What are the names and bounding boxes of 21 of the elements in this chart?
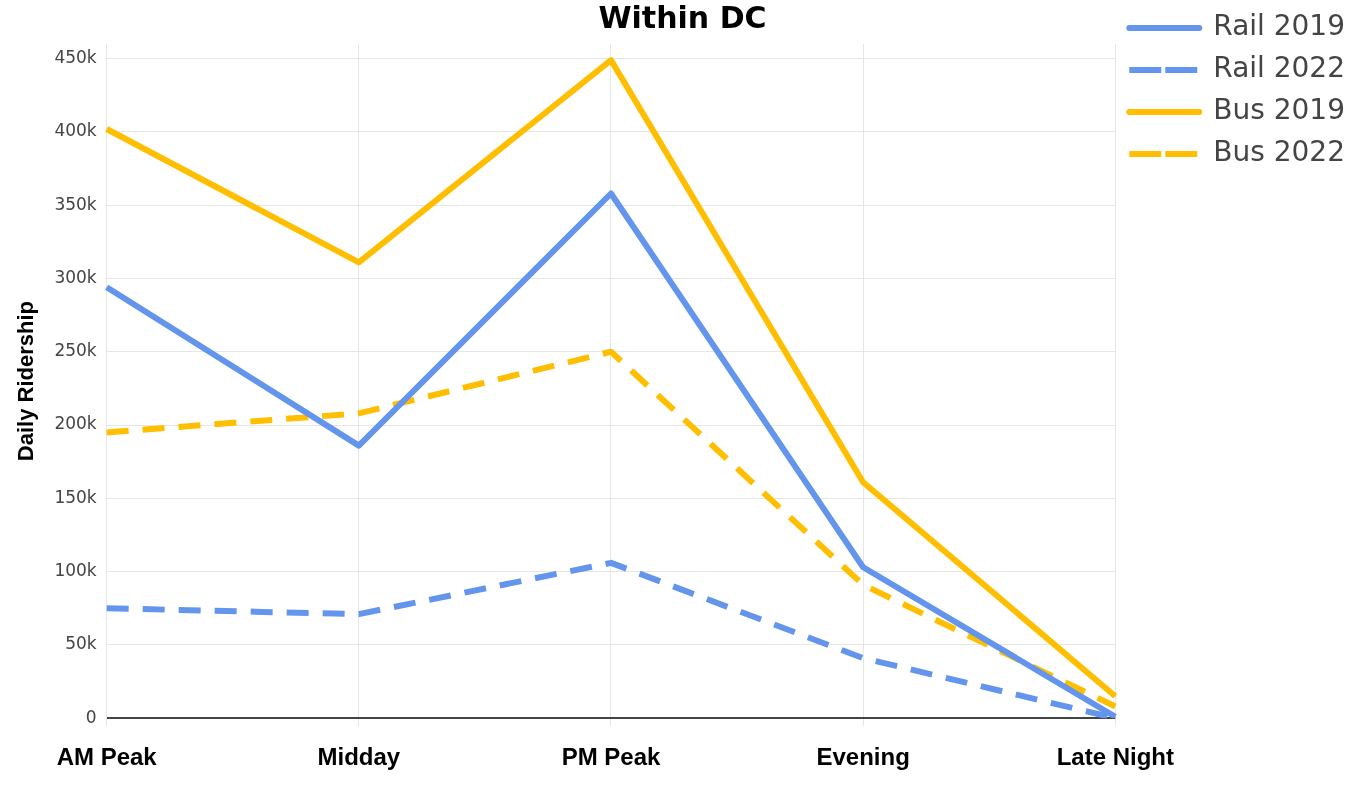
- y-tick-label: 250k: [54, 340, 97, 361]
- y-tick-label: 350k: [54, 193, 97, 214]
- chart-title: Within DC: [598, 0, 767, 35]
- legend-label: Rail 2022: [1213, 51, 1345, 85]
- legend-label: Bus 2022: [1213, 135, 1345, 169]
- y-tick-label: 0: [85, 706, 97, 727]
- y-tick-label: 200k: [54, 413, 97, 434]
- y-tick-label: 300k: [54, 266, 97, 287]
- y-tick-label: 450k: [54, 47, 97, 68]
- x-tick-label: AM Peak: [56, 743, 158, 771]
- y-tick-label: 50k: [65, 633, 97, 654]
- legend-label: Bus 2019: [1213, 93, 1345, 127]
- y-axis-title: Daily Ridership: [13, 301, 39, 462]
- y-tick-label: 100k: [54, 560, 97, 581]
- y-tick-label: 400k: [54, 120, 97, 141]
- legend-label: Rail 2019: [1213, 9, 1345, 43]
- x-tick-label: Late Night: [1056, 743, 1174, 771]
- x-tick-label: PM Peak: [561, 743, 661, 771]
- x-tick-label: Midday: [317, 743, 401, 771]
- x-tick-label: Evening: [816, 743, 910, 771]
- y-tick-label: 150k: [54, 486, 97, 507]
